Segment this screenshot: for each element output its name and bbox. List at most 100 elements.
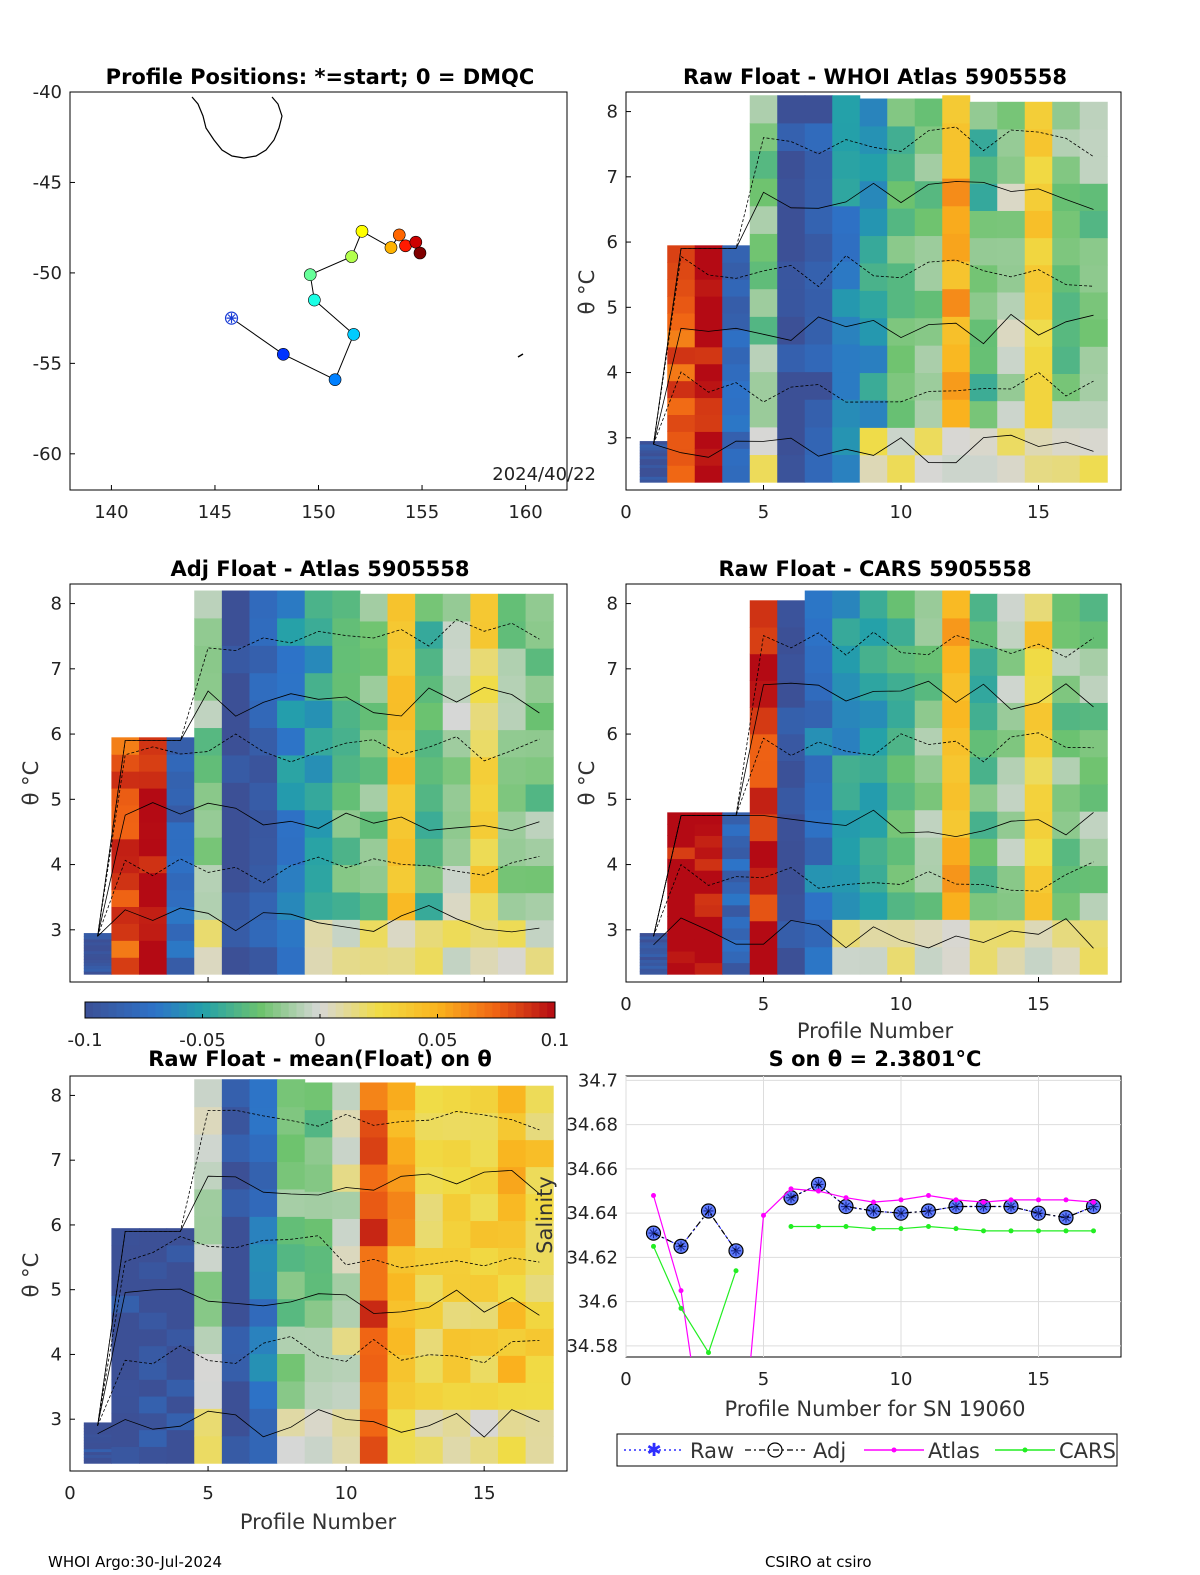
heatmap-cell bbox=[942, 371, 971, 400]
heatmap-cell bbox=[277, 1106, 306, 1135]
heatmap-cell bbox=[969, 756, 998, 785]
heatmap-cell bbox=[221, 590, 250, 619]
heatmap-cell bbox=[1079, 264, 1108, 293]
heatmap-cell bbox=[777, 150, 806, 179]
track-point bbox=[276, 348, 290, 361]
heatmap-cell bbox=[194, 672, 223, 701]
heatmap-cell bbox=[221, 782, 250, 811]
heatmap-cell bbox=[359, 1381, 389, 1410]
heatmap-cell bbox=[525, 620, 554, 649]
heatmap-cell bbox=[997, 101, 1026, 130]
heatmap-cell bbox=[387, 947, 416, 975]
series-point-atlas bbox=[1008, 1197, 1014, 1203]
heatmap-cell bbox=[667, 397, 696, 416]
heatmap-cell bbox=[497, 675, 527, 703]
heatmap-cell bbox=[749, 343, 778, 373]
contour-line bbox=[97, 733, 540, 937]
heatmap-cell bbox=[332, 617, 361, 646]
xtick-label: 10 bbox=[335, 1483, 358, 1504]
heatmap-cell bbox=[359, 892, 389, 921]
heatmap-cell bbox=[83, 1445, 112, 1450]
heatmap-cell bbox=[497, 1139, 527, 1168]
heatmap-cell bbox=[749, 760, 778, 788]
heatmap-cell bbox=[249, 1134, 278, 1163]
heatmap-cell bbox=[194, 700, 223, 729]
heatmap-cell bbox=[139, 754, 168, 772]
heatmap-cell bbox=[359, 865, 389, 894]
heatmap-cell bbox=[969, 811, 998, 839]
heatmap-cell bbox=[804, 150, 833, 179]
series-point-cars bbox=[1008, 1228, 1014, 1234]
heatmap-cell bbox=[1024, 675, 1053, 703]
heatmap-cell bbox=[497, 1220, 527, 1249]
heatmap-cell bbox=[525, 1139, 554, 1168]
heatmap-cell bbox=[221, 1216, 250, 1245]
track-point bbox=[355, 225, 369, 238]
heatmap-cell bbox=[639, 962, 668, 966]
heatmap-cell bbox=[415, 1247, 444, 1275]
legend: ✱ Raw Adj Atlas CARS bbox=[616, 1433, 1118, 1467]
colorbar-swatch bbox=[531, 1002, 540, 1018]
heatmap-cell bbox=[470, 1166, 499, 1195]
heatmap-cell bbox=[332, 590, 361, 619]
heatmap-cell bbox=[942, 645, 971, 674]
series-point-raw-star bbox=[1061, 1212, 1071, 1223]
heatmap-cell bbox=[639, 956, 668, 960]
heatmap-cell bbox=[859, 782, 888, 811]
heatmap-cell bbox=[722, 363, 751, 382]
heatmap-cell bbox=[777, 813, 806, 842]
heatmap-cell bbox=[277, 1298, 306, 1327]
heatmap-cell bbox=[497, 1112, 527, 1141]
ytick-label: 8 bbox=[51, 1085, 62, 1106]
heatmap-cell bbox=[387, 1191, 416, 1219]
heatmap-cell bbox=[525, 729, 554, 758]
heatmap-cell bbox=[221, 1134, 250, 1163]
heatmap-cell bbox=[83, 1442, 112, 1447]
heatmap-cell bbox=[1079, 620, 1108, 649]
series-point-adj bbox=[645, 1225, 662, 1241]
colorbar: -0.1 -0.05 0 0.05 0.1 bbox=[67, 1001, 570, 1051]
heatmap-cell bbox=[942, 233, 971, 262]
heatmap-cell bbox=[942, 122, 971, 152]
adj-title: Adj Float - Atlas 5905558 bbox=[170, 557, 469, 581]
colorbar-swatch bbox=[249, 1002, 258, 1018]
series-point-atlas bbox=[651, 1192, 656, 1198]
heatmap-cell bbox=[804, 205, 833, 234]
sal-ytick-label: 34.62 bbox=[566, 1247, 618, 1268]
series-point-cars bbox=[843, 1223, 849, 1229]
heatmap-cell bbox=[497, 1409, 527, 1437]
heatmap-cell bbox=[359, 1272, 389, 1301]
heatmap-cell bbox=[777, 840, 806, 868]
colorbar-tick-label: 0.1 bbox=[541, 1030, 570, 1051]
heatmap-cell bbox=[415, 811, 444, 839]
heatmap-cell bbox=[887, 809, 916, 838]
series-point-cars bbox=[678, 1305, 684, 1311]
heatmap-cell bbox=[1079, 919, 1108, 948]
heatmap-cell bbox=[194, 1079, 223, 1108]
heatmap-cell bbox=[111, 1312, 140, 1330]
heatmap-cell bbox=[387, 1245, 416, 1274]
heatmap-cell bbox=[942, 261, 971, 290]
heatmap-cell bbox=[997, 156, 1026, 184]
sal-xtick-label: 0 bbox=[620, 1369, 631, 1390]
heatmap-cell bbox=[1024, 264, 1053, 293]
heatmap-cell bbox=[1079, 947, 1108, 975]
heatmap-cell bbox=[111, 1345, 140, 1363]
heatmap-cell bbox=[525, 919, 554, 948]
colorbar-swatch bbox=[304, 1002, 313, 1018]
heatmap-cell bbox=[111, 872, 140, 891]
heatmap-cell bbox=[166, 906, 195, 924]
ytick-label: 4 bbox=[607, 855, 618, 876]
heatmap-cell bbox=[969, 919, 998, 948]
heatmap-cell bbox=[139, 804, 168, 823]
heatmap-cell bbox=[667, 431, 696, 449]
heatmap-cell bbox=[997, 237, 1026, 266]
heatmap-cell bbox=[694, 346, 723, 365]
heatmap-cells bbox=[83, 590, 554, 975]
contour-line bbox=[97, 619, 540, 937]
heatmap-cell bbox=[470, 620, 499, 649]
heatmap-cell bbox=[777, 947, 806, 975]
map-ticks: 140 145 150 155 160 -40 -45 -50 -55 -60 bbox=[33, 82, 543, 523]
heatmap-cell bbox=[942, 454, 971, 483]
heatmap-cell bbox=[111, 1228, 140, 1246]
